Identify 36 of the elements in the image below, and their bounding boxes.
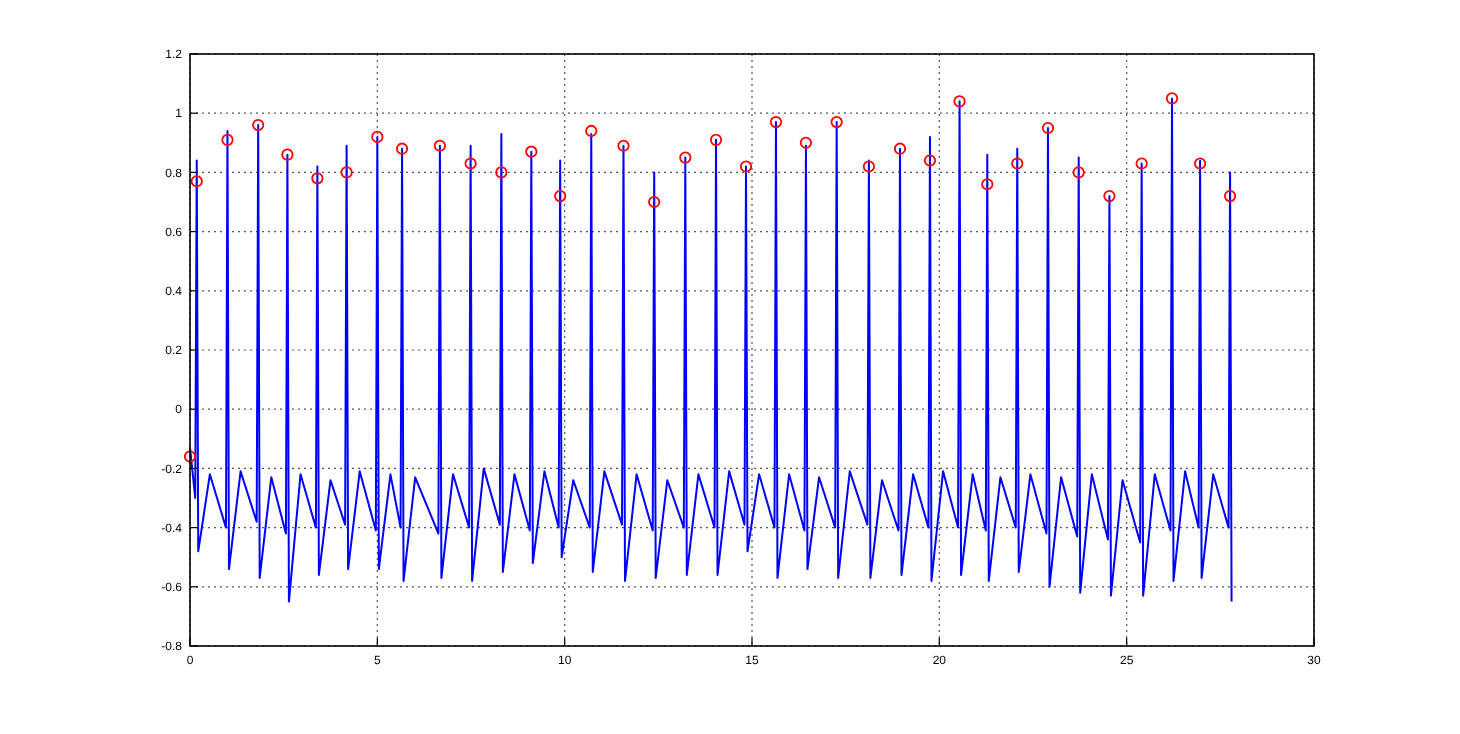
point — [495, 166, 508, 179]
point — [1194, 157, 1207, 170]
point — [1011, 157, 1024, 170]
point — [395, 142, 409, 155]
point — [221, 133, 234, 146]
point — [1223, 189, 1237, 203]
point — [525, 145, 538, 158]
point — [252, 118, 265, 132]
point — [679, 151, 692, 164]
point — [1165, 92, 1179, 105]
point — [190, 175, 203, 188]
point — [923, 154, 937, 167]
point — [311, 172, 324, 185]
point — [709, 133, 723, 146]
point — [554, 189, 567, 203]
point — [830, 115, 843, 129]
point — [1135, 157, 1148, 170]
point — [464, 157, 477, 170]
point — [981, 178, 994, 191]
point — [617, 139, 630, 152]
point — [281, 148, 294, 161]
point — [648, 195, 661, 209]
point — [799, 136, 813, 149]
point — [371, 130, 384, 143]
point — [769, 115, 783, 129]
point — [862, 160, 875, 173]
point — [585, 124, 598, 138]
point — [1103, 189, 1116, 203]
point — [183, 450, 197, 463]
point — [1041, 121, 1055, 135]
point — [433, 139, 446, 152]
point — [893, 142, 907, 155]
point — [340, 166, 353, 179]
point — [953, 95, 966, 108]
point — [1072, 166, 1085, 179]
point — [739, 160, 753, 173]
